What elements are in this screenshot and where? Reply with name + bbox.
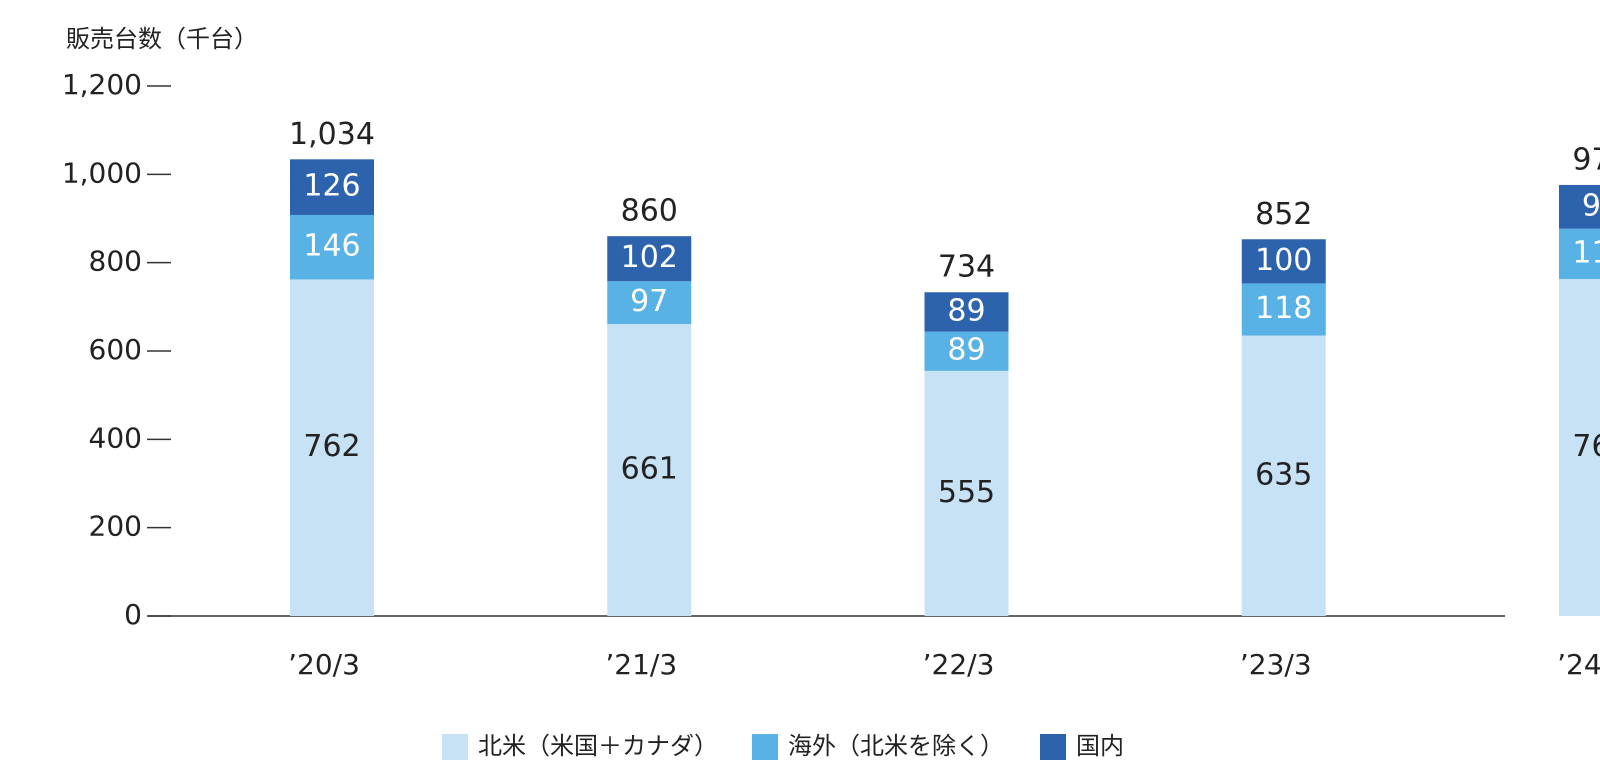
x-tick-label: ’23/3 <box>1240 648 1312 681</box>
total-label: 976 <box>1572 142 1600 177</box>
data-label: 762 <box>303 429 360 464</box>
data-label: 100 <box>1255 243 1312 278</box>
legend-label: 国内 <box>1076 732 1124 760</box>
bar-segment <box>290 279 374 616</box>
legend-swatch <box>442 734 468 760</box>
data-label: 99 <box>1582 188 1600 223</box>
y-tick-label: 0 <box>124 598 142 631</box>
data-label: 97 <box>630 284 668 319</box>
y-axis-label: 販売台数（千台） <box>66 25 258 53</box>
bar-segment <box>607 324 692 616</box>
total-label: 734 <box>938 249 995 284</box>
bar-segment <box>290 214 374 280</box>
bar-segment <box>1241 239 1326 284</box>
bar-segment <box>290 159 374 215</box>
x-tick-label: ’22/3 <box>923 648 995 681</box>
legend-swatch <box>1040 734 1066 760</box>
bar-segment <box>1559 184 1600 229</box>
y-tick-label: 400 <box>89 421 142 454</box>
data-label: 763 <box>1572 429 1600 464</box>
data-label: 102 <box>621 240 678 275</box>
total-label: 860 <box>621 194 678 229</box>
y-tick-label: 1,200 <box>62 68 142 101</box>
y-tick-label: 1,000 <box>62 156 142 189</box>
bar-segment <box>607 281 692 325</box>
x-tick-label: ’24/3 <box>1557 648 1600 681</box>
bar-segment <box>1559 279 1600 616</box>
data-label: 635 <box>1255 457 1312 492</box>
data-label: 114 <box>1572 235 1600 270</box>
data-label: 146 <box>303 229 360 264</box>
legend-label: 海外（北米を除く） <box>788 732 1004 760</box>
total-label: 1,034 <box>289 117 375 152</box>
legend-swatch <box>752 734 778 760</box>
x-tick-label: ’21/3 <box>605 648 677 681</box>
bar-segment <box>924 292 1009 332</box>
data-label: 89 <box>947 333 985 368</box>
bar-segment <box>1241 335 1326 616</box>
bar-segment <box>924 370 1009 616</box>
y-tick-label: 200 <box>89 510 142 543</box>
data-label: 118 <box>1255 291 1312 326</box>
bar-segment <box>924 331 1009 371</box>
bar-segment <box>1241 283 1326 336</box>
bar-segment <box>607 236 692 282</box>
bar-segment <box>1559 228 1600 280</box>
x-tick-label: ’20/3 <box>288 648 360 681</box>
y-tick-label: 800 <box>89 245 142 278</box>
y-tick-label: 600 <box>89 333 142 366</box>
data-label: 89 <box>947 293 985 328</box>
legend-label: 北米（米国＋カナダ） <box>478 732 718 760</box>
total-label: 852 <box>1255 197 1312 232</box>
data-label: 126 <box>303 169 360 204</box>
data-label: 555 <box>938 475 995 510</box>
data-label: 661 <box>621 452 678 487</box>
